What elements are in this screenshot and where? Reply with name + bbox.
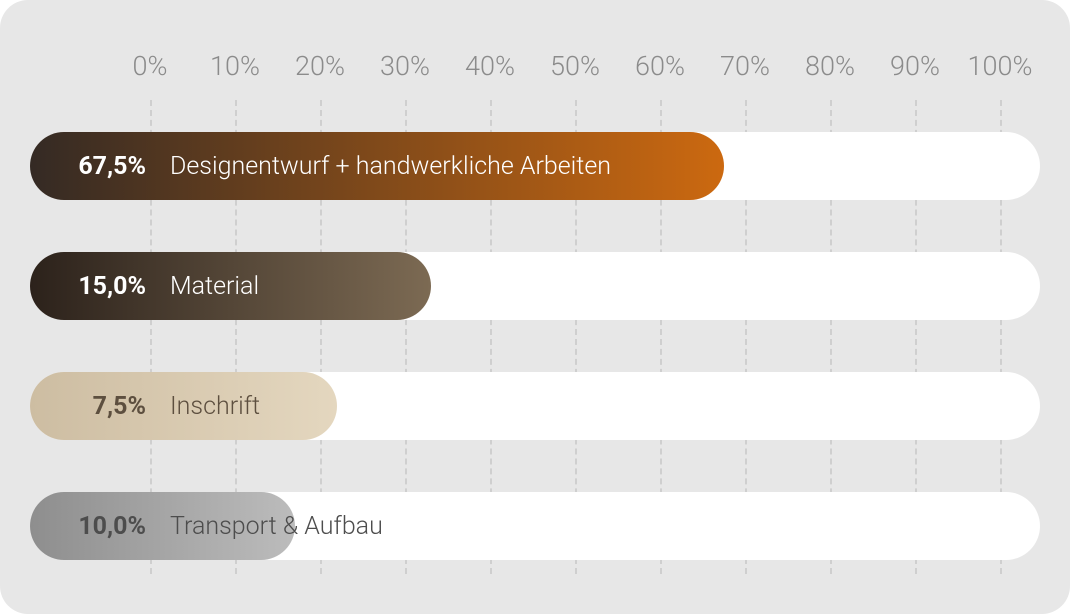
axis-tick-label: 20% (295, 50, 345, 82)
axis-tick-label: 100% (968, 50, 1033, 82)
axis-tick-label: 90% (890, 50, 940, 82)
bar-label: Inschrift (170, 372, 260, 440)
bar-track: 7,5%Inschrift (30, 372, 1040, 440)
bar-label: Designentwurf + handwerkliche Arbeiten (170, 132, 611, 200)
bar-track: 67,5%Designentwurf + handwerkliche Arbei… (30, 132, 1040, 200)
bar-percentage: 10,0% (30, 492, 160, 560)
bar-track: 15,0%Material (30, 252, 1040, 320)
bar-percentage: 67,5% (30, 132, 160, 200)
axis-tick-label: 30% (380, 50, 430, 82)
axis-tick-label: 60% (635, 50, 685, 82)
bar-track: 10,0%Transport & Aufbau (30, 492, 1040, 560)
bar-label: Material (170, 252, 259, 320)
axis-tick-label: 40% (465, 50, 515, 82)
axis-tick-label: 10% (210, 50, 260, 82)
axis-tick-label: 50% (550, 50, 600, 82)
bar-label: Transport & Aufbau (170, 492, 383, 560)
plot-area: 0% 10% 20% 30% 40% 50% 60% 70% 80% 90% 100% 67,5%De… (0, 0, 1070, 614)
bar-percentage: 15,0% (30, 252, 160, 320)
bar-percentage: 7,5% (30, 372, 160, 440)
axis-tick-label: 0% (133, 50, 168, 82)
cost-breakdown-chart: 0% 10% 20% 30% 40% 50% 60% 70% 80% 90% 100% 67,5%De… (0, 0, 1070, 614)
axis-tick-label: 80% (805, 50, 855, 82)
axis-tick-label: 70% (720, 50, 770, 82)
